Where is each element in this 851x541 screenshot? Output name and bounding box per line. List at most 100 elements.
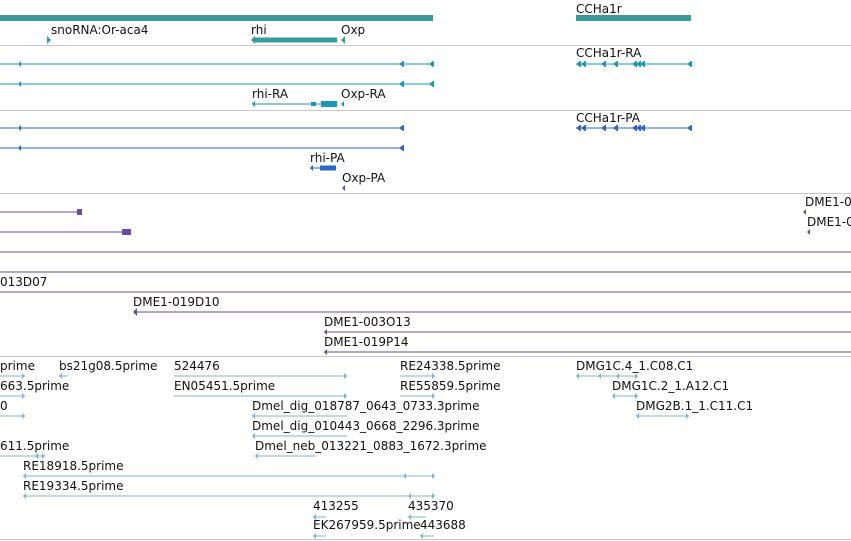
est-label-dmg1c2[interactable]: DMG1C.2_1.A12.C1 xyxy=(612,379,730,393)
est-arrow xyxy=(42,453,45,459)
est-label-en05451[interactable]: EN05451.5prime xyxy=(174,379,276,393)
transcript-ccha1r-exon xyxy=(640,61,645,67)
clone-label-dme1-003o13[interactable]: DME1-003O13 xyxy=(324,315,411,329)
est-arrow xyxy=(635,373,638,379)
est-arrow xyxy=(22,393,25,399)
transcript-arrow xyxy=(18,61,21,67)
est-label-re18918[interactable]: RE18918.5prime xyxy=(23,459,124,473)
clone-arrow xyxy=(807,229,810,235)
transcript-label-rhi-ra[interactable]: rhi-RA xyxy=(252,87,289,101)
est-label-dig-010443[interactable]: Dmel_dig_010443_0668_2296.3prime xyxy=(252,419,480,433)
transcript-arrow xyxy=(18,81,21,87)
protein-ccha1r-exon xyxy=(636,125,641,131)
est-label-dig-018787[interactable]: Dmel_dig_018787_0643_0733.3prime xyxy=(252,399,480,413)
gene-rhi-bar xyxy=(255,37,337,43)
est-label-0[interactable]: 0 xyxy=(0,399,8,413)
track-separator xyxy=(0,539,851,540)
est-arrow xyxy=(255,453,258,459)
est-arrow xyxy=(616,373,619,379)
clone-arrow xyxy=(324,349,327,355)
est-label-413255[interactable]: 413255 xyxy=(313,499,359,513)
gene-label-snorna-or-aca4[interactable]: snoRNA:Or-aca4 xyxy=(51,23,149,37)
clone-label-dme1-019d10[interactable]: DME1-019D10 xyxy=(133,295,220,309)
protein-label-oxp-pa[interactable]: Oxp-PA xyxy=(342,171,386,185)
protein-arrow xyxy=(18,145,21,151)
gene-label-ccha1r[interactable]: CCHa1r xyxy=(576,2,622,16)
est-arrow xyxy=(23,473,26,479)
est-arrow xyxy=(23,493,26,499)
est-arrow xyxy=(403,473,406,479)
transcript-rhi-exon xyxy=(311,102,316,106)
transcript-exon xyxy=(399,61,404,67)
gene-span-bar xyxy=(0,15,433,21)
transcript-ccha1r-exon xyxy=(581,61,586,67)
transcript-oxp-arrow xyxy=(341,101,344,107)
gene-label-oxp[interactable]: Oxp xyxy=(341,23,366,37)
est-arrow xyxy=(252,413,255,419)
est-arrow xyxy=(432,373,435,379)
clone-arrow xyxy=(803,209,806,215)
est-arrow xyxy=(22,373,25,379)
protein-ccha1r-exon xyxy=(581,125,586,131)
est-label-re19334[interactable]: RE19334.5prime xyxy=(23,479,124,493)
protein-label-ccha1r-pa[interactable]: CCHa1r-PA xyxy=(576,111,640,125)
est-arrow xyxy=(22,413,25,419)
est-label-443688[interactable]: 443688 xyxy=(420,518,466,532)
est-arrow xyxy=(598,373,601,379)
est-label-ek267959[interactable]: EK267959.5prime xyxy=(313,518,421,532)
protein-exon xyxy=(399,145,404,151)
est-arrow xyxy=(59,373,62,379)
transcript-label-oxp-ra[interactable]: Oxp-RA xyxy=(341,87,386,101)
est-arrow xyxy=(313,533,316,539)
clone-arrow xyxy=(133,308,137,316)
est-arrow xyxy=(432,473,435,479)
clone-label-dme1-019p14[interactable]: DME1-019P14 xyxy=(324,335,409,349)
est-arrow xyxy=(635,393,638,399)
transcript-rhi-arrow xyxy=(252,101,255,107)
clone-end xyxy=(77,209,82,215)
est-label-bs21g08[interactable]: bs21g08.5prime xyxy=(59,359,158,373)
transcript-ccha1r-exon xyxy=(632,61,637,67)
protein-oxp-arrow xyxy=(342,185,345,191)
transcript-exon xyxy=(429,81,434,87)
est-label-dmg1c4[interactable]: DMG1C.4_1.C08.C1 xyxy=(576,359,694,373)
est-arrow xyxy=(612,393,615,399)
est-label-neb-013221[interactable]: Dmel_neb_013221_0883_1672.3prime xyxy=(255,439,487,453)
protein-ccha1r-exon xyxy=(640,125,645,131)
est-arrow xyxy=(432,493,435,499)
est-arrow xyxy=(344,393,347,399)
protein-ccha1r-exon xyxy=(576,125,581,131)
est-label-663[interactable]: 663.5prime xyxy=(0,379,70,393)
clone-end xyxy=(122,229,131,235)
gene-label-rhi[interactable]: rhi xyxy=(251,23,267,37)
est-label-re55859[interactable]: RE55859.5prime xyxy=(400,379,501,393)
est-arrow xyxy=(35,453,38,459)
clone-label-dme1-0-a[interactable]: DME1-0 xyxy=(805,195,851,209)
est-label-611[interactable]: 611.5prime xyxy=(0,439,70,453)
transcript-label-ccha1r-ra[interactable]: CCHa1r-RA xyxy=(576,46,642,60)
est-label-re24338[interactable]: RE24338.5prime xyxy=(400,359,501,373)
est-label-524476[interactable]: 524476 xyxy=(174,359,220,373)
transcript-exon xyxy=(429,61,434,67)
protein-rhi-exon xyxy=(320,165,336,171)
est-label-dmg2b1[interactable]: DMG2B.1_1.C11.C1 xyxy=(636,399,754,413)
protein-exon xyxy=(399,125,404,131)
protein-ccha1r-exon xyxy=(613,125,618,131)
est-arrow xyxy=(252,433,255,439)
transcript-ccha1r-exon xyxy=(601,61,606,67)
est-label-prime[interactable]: prime xyxy=(0,359,35,373)
est-arrow xyxy=(420,533,423,539)
gene-ccha1r-bar xyxy=(576,15,691,21)
track-separator xyxy=(0,45,851,46)
est-arrow xyxy=(408,493,411,499)
gene-oxp-arrow xyxy=(341,36,345,44)
protein-ccha1r-exon xyxy=(601,125,606,131)
est-label-435370[interactable]: 435370 xyxy=(408,499,454,513)
est-arrow xyxy=(408,514,411,520)
clone-arrow xyxy=(324,329,327,335)
clone-label-013d07[interactable]: 013D07 xyxy=(0,275,48,289)
track-separator xyxy=(0,193,851,194)
clone-label-dme1-0-b[interactable]: DME1-0 xyxy=(807,215,851,229)
protein-label-rhi-pa[interactable]: rhi-PA xyxy=(310,151,345,165)
est-arrow xyxy=(686,413,689,419)
